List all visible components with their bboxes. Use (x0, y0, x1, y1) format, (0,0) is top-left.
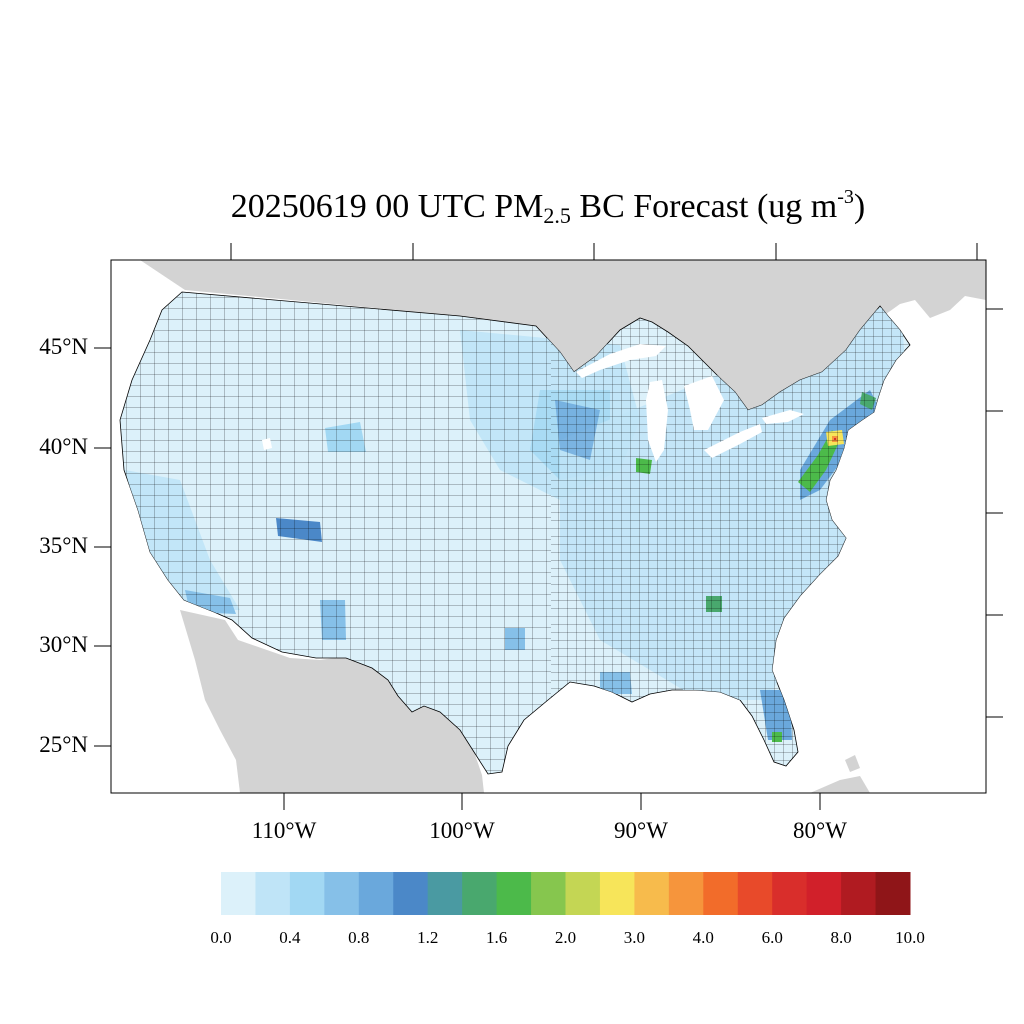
colorbar-label: 1.6 (485, 928, 508, 947)
bottom-ticks (283, 793, 821, 810)
lake-superior (576, 344, 666, 378)
cuba-landmass (810, 776, 870, 793)
colorbar-swatch (806, 872, 842, 915)
colorbar-swatch (737, 872, 773, 915)
colorbar-swatch (289, 872, 325, 915)
lake-michigan (646, 380, 668, 462)
colorbar-label: 2.0 (554, 928, 577, 947)
lon-label-90w: 90°W (614, 818, 668, 843)
colorbar-label: 1.2 (417, 928, 439, 947)
colorbar-swatch (599, 872, 635, 915)
lake-huron (684, 376, 724, 430)
mexico-landmass (180, 610, 484, 793)
lake-erie (704, 424, 762, 458)
lon-label-80w: 80°W (793, 818, 847, 843)
lat-label-35: 35°N (39, 533, 88, 558)
colorbar-swatch (772, 872, 808, 915)
colorbar-swatch (841, 872, 877, 915)
canada-landmass (140, 260, 986, 410)
great-salt-lake (262, 438, 272, 450)
map-title: 20250619 00 UTC PM2.5 BC Forecast (ug m-… (230, 186, 866, 228)
colorbar-swatch (496, 872, 532, 915)
colorbar-swatch (565, 872, 601, 915)
lake-ontario (762, 410, 804, 424)
colorbar-swatch (324, 872, 360, 915)
colorbar-swatch (427, 872, 463, 915)
colorbar-swatch (255, 872, 291, 915)
colorbar-label: 0.4 (279, 928, 301, 947)
bahamas (845, 755, 860, 772)
colorbar-swatch (531, 872, 566, 915)
right-ticks (986, 308, 1003, 718)
top-ticks (230, 243, 978, 260)
colorbar-label: 6.0 (761, 928, 783, 947)
lat-label-45: 45°N (39, 334, 88, 359)
colorbar-swatch (703, 872, 739, 915)
left-ticks (94, 347, 111, 747)
colorbar-swatch (634, 872, 670, 915)
colorbar-label: 0.8 (348, 928, 370, 947)
map-frame (110, 259, 987, 794)
colorbar-swatch (358, 872, 394, 915)
colorbar-label: 4.0 (692, 928, 714, 947)
colorbar-label: 10.0 (895, 928, 925, 947)
colorbar (221, 872, 911, 915)
lat-label-25: 25°N (39, 732, 88, 757)
colorbar-swatch (462, 872, 498, 915)
lon-label-100w: 100°W (429, 818, 495, 843)
colorbar-label: 3.0 (623, 928, 646, 947)
colorbar-swatch (875, 872, 911, 915)
colorbar-swatch (221, 872, 256, 915)
colorbar-label: 8.0 (830, 928, 852, 947)
lat-label-30: 30°N (39, 632, 88, 657)
colorbar-swatch (668, 872, 704, 915)
colorbar-swatch (393, 872, 429, 915)
colorbar-label: 0.0 (210, 928, 232, 947)
lon-label-110w: 110°W (251, 818, 317, 843)
lat-label-40: 40°N (39, 434, 88, 459)
